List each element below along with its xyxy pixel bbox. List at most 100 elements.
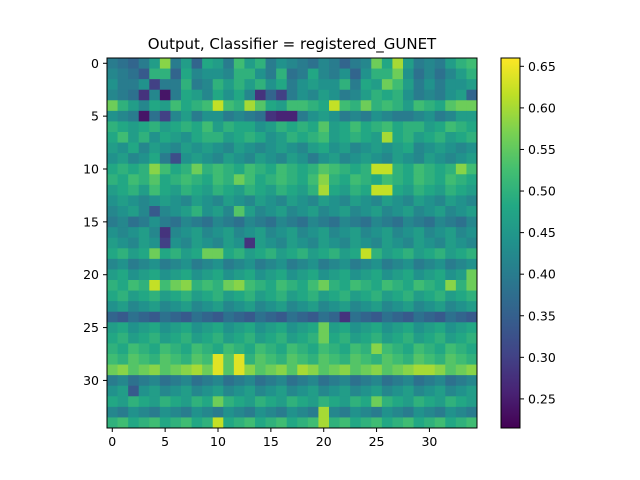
heatmap-cell: [244, 206, 256, 217]
heatmap-cell: [170, 290, 182, 302]
heatmap-cell: [191, 89, 203, 101]
heatmap-cell: [276, 301, 288, 313]
heatmap-cell: [107, 110, 118, 122]
heatmap-cell: [244, 332, 256, 344]
heatmap-cell: [138, 227, 150, 239]
heatmap-cell: [403, 385, 414, 397]
heatmap-cell: [170, 68, 182, 80]
heatmap-cell: [392, 132, 404, 143]
heatmap-cell: [244, 132, 256, 143]
heatmap-cell: [107, 375, 118, 387]
heatmap-cell: [455, 354, 467, 365]
heatmap-cell: [159, 269, 171, 281]
heatmap-cell: [170, 79, 182, 91]
heatmap-cell: [360, 163, 372, 175]
heatmap-cell: [360, 290, 372, 302]
heatmap-cell: [159, 227, 171, 239]
heatmap-cell: [202, 153, 214, 165]
heatmap-cell: [138, 121, 150, 133]
heatmap-cell: [202, 248, 214, 260]
heatmap-cell: [244, 248, 256, 260]
heatmap-cell: [276, 385, 288, 397]
heatmap-cell: [413, 311, 425, 323]
heatmap-cell: [223, 153, 235, 165]
heatmap-cell: [265, 174, 277, 186]
heatmap-cell: [392, 311, 404, 323]
heatmap-cell: [233, 322, 245, 334]
heatmap-cell: [392, 417, 404, 429]
heatmap-cell: [244, 153, 256, 165]
heatmap-cell: [434, 153, 446, 165]
heatmap-cell: [286, 301, 298, 313]
heatmap-cell: [276, 68, 288, 80]
colorbar-tick-label: 0.50: [528, 184, 556, 199]
heatmap-cell: [170, 248, 182, 260]
heatmap-cell: [128, 184, 140, 196]
heatmap-cell: [244, 58, 256, 69]
heatmap-cell: [424, 121, 436, 133]
heatmap-cell: [424, 406, 436, 418]
heatmap-cell: [381, 227, 393, 239]
heatmap-cell: [276, 364, 288, 376]
heatmap-cell: [117, 100, 129, 112]
heatmap-cell: [223, 79, 235, 91]
heatmap-cell: [318, 174, 330, 186]
heatmap-cell: [318, 216, 330, 228]
heatmap-cell: [371, 206, 383, 217]
heatmap-cell: [170, 417, 182, 429]
heatmap-cell: [339, 142, 351, 154]
heatmap-cell: [307, 184, 319, 196]
heatmap-cell: [128, 417, 140, 429]
heatmap-cell: [276, 89, 288, 101]
heatmap-cell: [138, 206, 150, 217]
heatmap-cell: [107, 227, 118, 239]
heatmap-cell: [276, 354, 288, 365]
heatmap-cell: [117, 375, 129, 387]
heatmap-cell: [413, 121, 425, 133]
heatmap-cell: [392, 110, 404, 122]
heatmap-cell: [424, 280, 436, 291]
heatmap-cell: [255, 385, 266, 397]
heatmap-cell: [318, 89, 330, 101]
heatmap-cell: [181, 142, 192, 154]
heatmap-cell: [212, 184, 224, 196]
heatmap-cell: [170, 227, 182, 239]
heatmap-cell: [360, 332, 372, 344]
heatmap-cell: [223, 184, 235, 196]
heatmap-cell: [286, 237, 298, 249]
heatmap-cell: [371, 364, 383, 376]
heatmap-cell: [128, 332, 140, 344]
heatmap-frame: [106, 57, 478, 429]
heatmap-cell: [297, 142, 309, 154]
heatmap-cell: [159, 216, 171, 228]
heatmap-cell: [149, 132, 161, 143]
x-tick-label: 5: [161, 434, 169, 449]
heatmap-cell: [107, 195, 118, 207]
heatmap-cell: [181, 280, 192, 291]
heatmap-cell: [403, 100, 414, 112]
colorbar-tick-label: 0.45: [528, 225, 556, 240]
heatmap-cell: [117, 163, 129, 175]
heatmap-cell: [318, 142, 330, 154]
heatmap-cell: [276, 142, 288, 154]
heatmap-cell: [244, 406, 256, 418]
heatmap-cell: [339, 364, 351, 376]
heatmap-cell: [128, 110, 140, 122]
heatmap-cell: [202, 406, 214, 418]
heatmap-cell: [329, 142, 340, 154]
heatmap-cell: [149, 184, 161, 196]
heatmap-cell: [381, 142, 393, 154]
heatmap-cell: [392, 174, 404, 186]
heatmap-cell: [149, 237, 161, 249]
heatmap-cell: [191, 195, 203, 207]
heatmap-cell: [403, 237, 414, 249]
heatmap-cell: [159, 290, 171, 302]
heatmap-cell: [212, 216, 224, 228]
heatmap-cell: [286, 89, 298, 101]
heatmap-cell: [360, 417, 372, 429]
heatmap-cell: [138, 396, 150, 408]
heatmap-cell: [455, 406, 467, 418]
heatmap-cell: [445, 100, 457, 112]
heatmap-cell: [117, 132, 129, 143]
